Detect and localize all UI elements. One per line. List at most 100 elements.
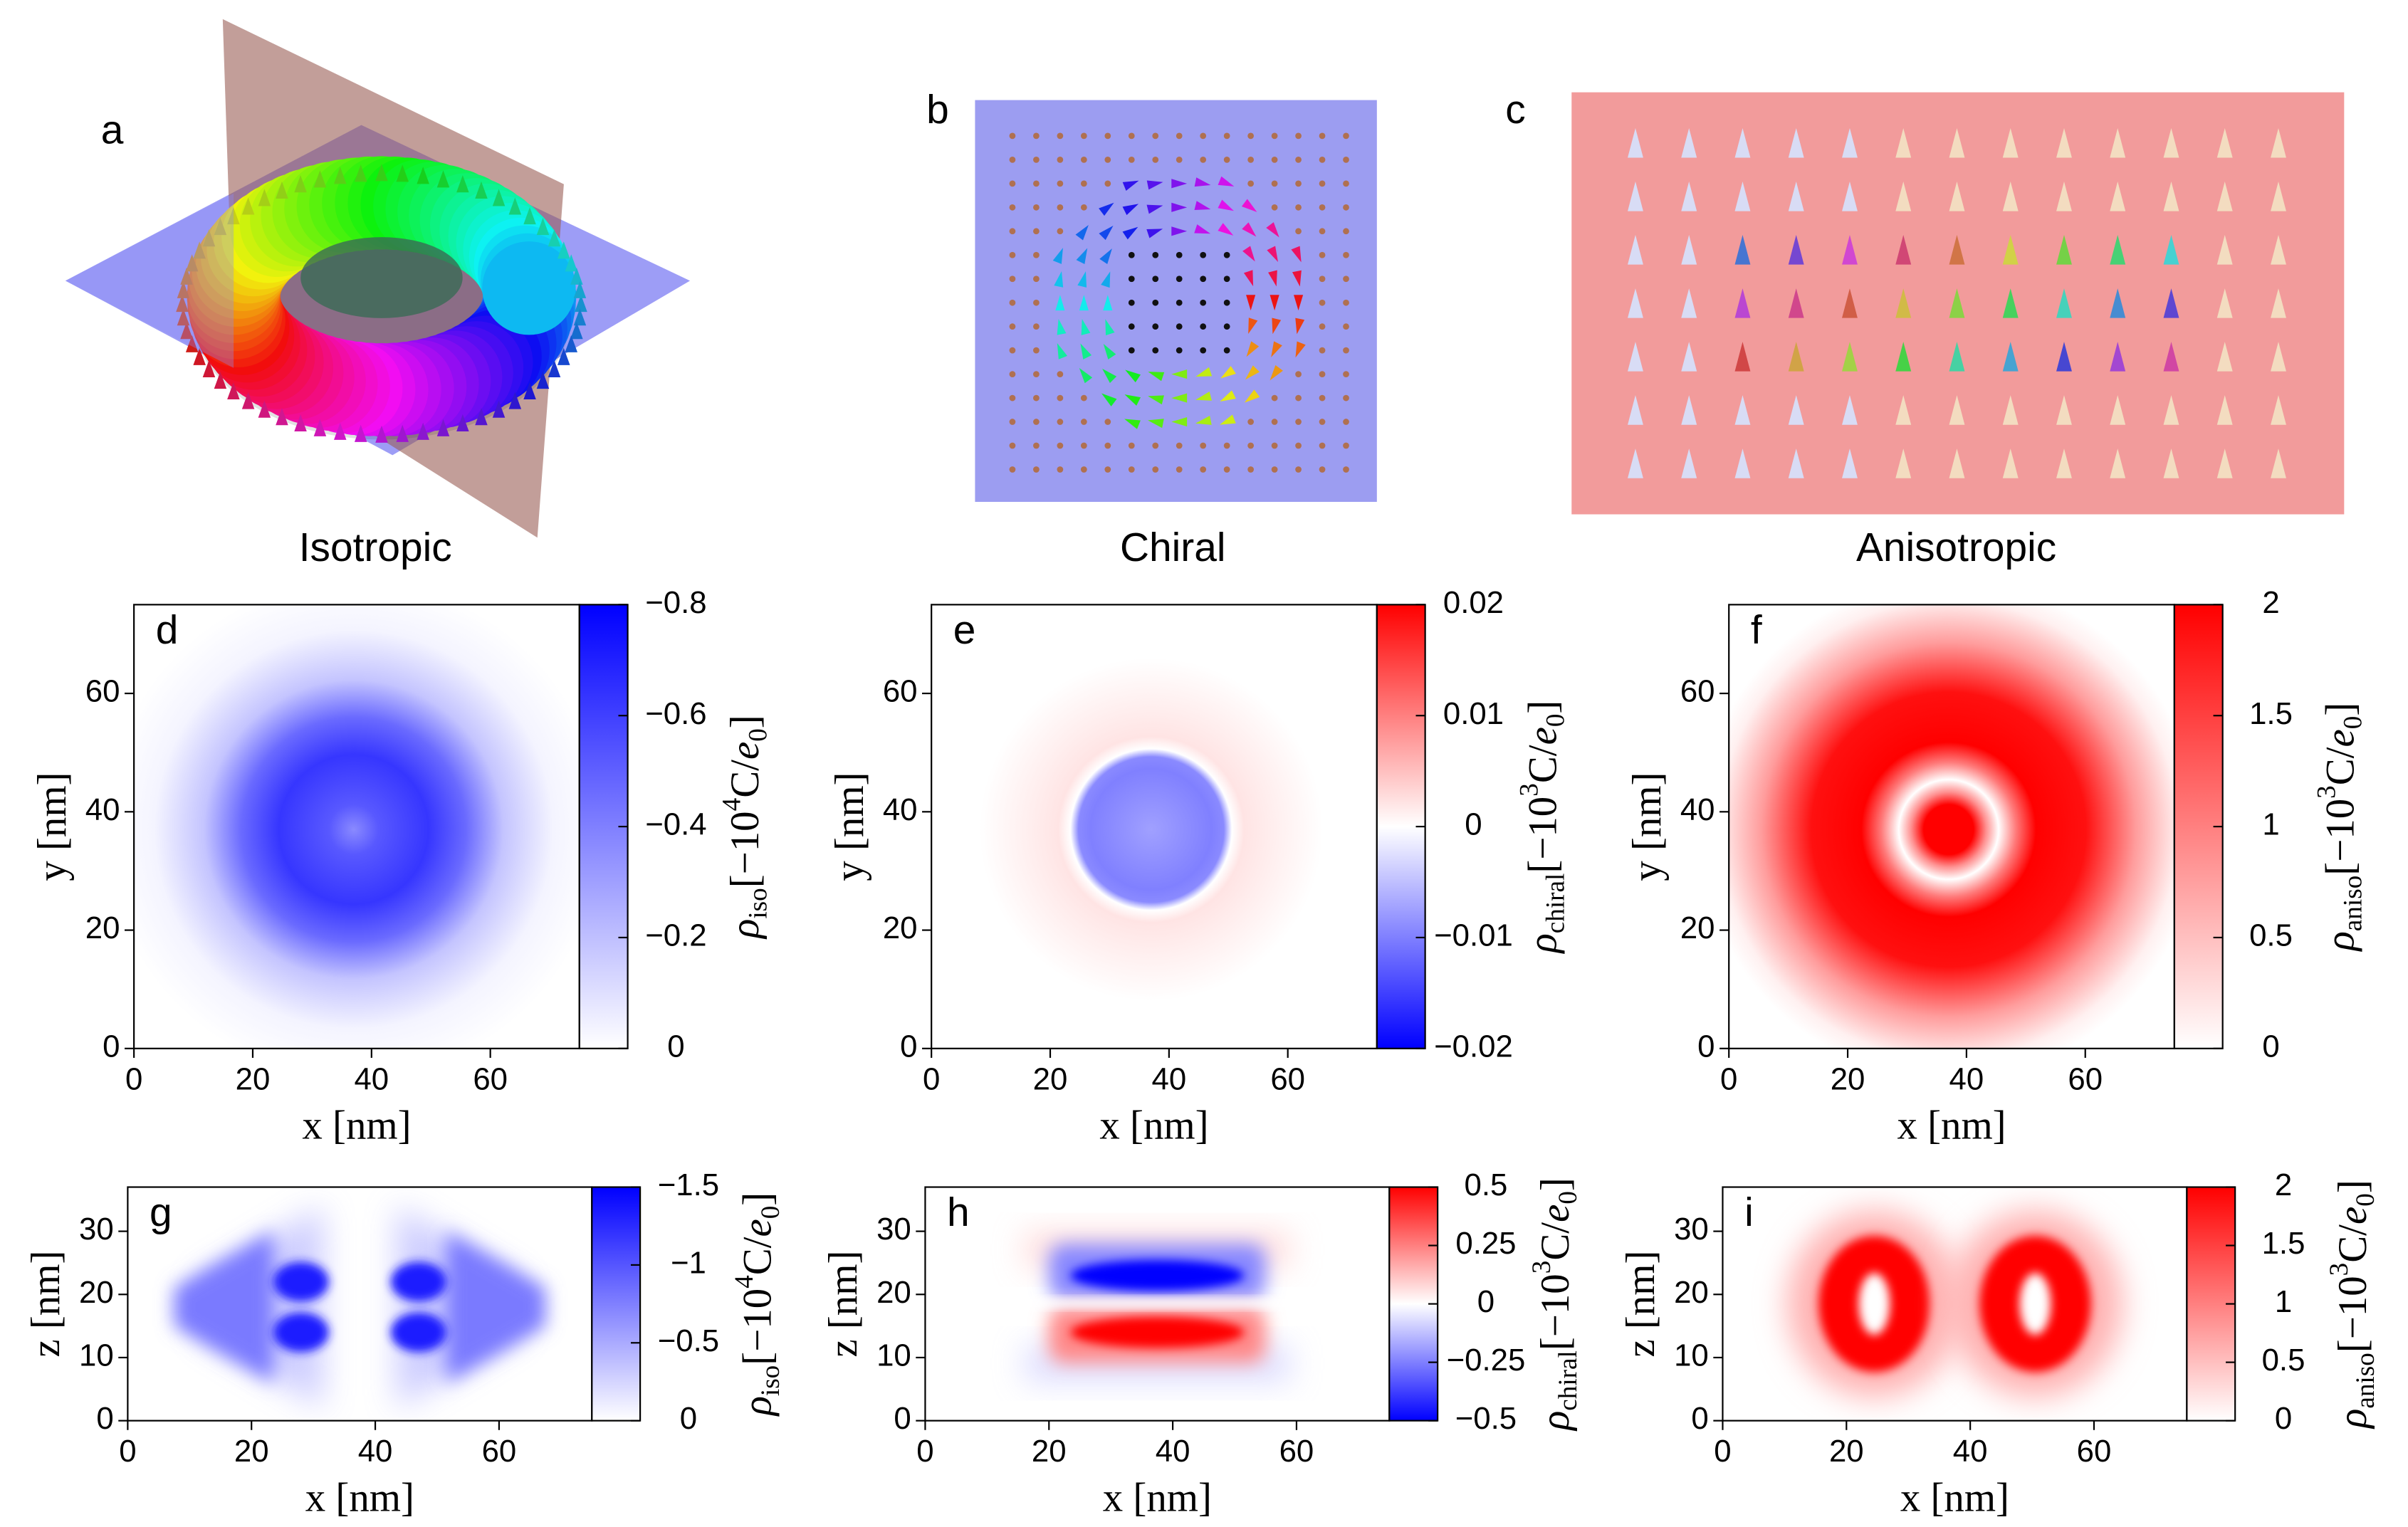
spin [1080,204,1087,211]
spin [1195,415,1212,425]
cone [333,422,347,440]
spin [1033,347,1040,354]
cone [1628,235,1643,265]
y-tick-label: 20 [1674,1275,1709,1310]
spin [1294,295,1304,311]
x-tick-label: 20 [1831,1061,1865,1096]
colorbar-tick-label: 0.5 [2262,1343,2305,1378]
cone [2216,288,2233,318]
spin [1076,248,1088,264]
y-tick-label: 40 [1680,792,1715,827]
cone [1842,448,1858,478]
cone [1788,395,1804,425]
cone [523,382,536,400]
cone [354,164,367,182]
colorbar-tick-label: −0.5 [1455,1401,1517,1436]
cone [2271,448,2286,478]
spin [1104,132,1111,140]
cone [1628,342,1643,372]
y-axis-label: z [nm] [821,1251,866,1358]
colorbar-label-part: e [2318,729,2362,747]
colorbar-label-part: ] [723,715,768,728]
cone [2216,395,2233,425]
panel-caption: Isotropic [299,525,452,570]
spin [1343,299,1349,306]
spin [1220,390,1236,402]
spin [1247,419,1255,425]
colorbar-label-part: ρ [1520,933,1565,954]
cone [2002,235,2019,265]
cone [396,164,409,182]
spin [1220,366,1236,379]
spin [1128,251,1135,258]
cone [193,347,206,365]
x-axis-label: x [nm] [1103,1475,1212,1520]
spin [1033,442,1040,449]
cone [1734,395,1751,425]
colorbar-tick-label: 0 [2262,1029,2279,1064]
cone [2163,127,2179,158]
colorbar-label-part: ] [1520,700,1565,714]
spin [1057,394,1064,402]
spin [1268,270,1277,287]
spin [1152,466,1159,473]
colorbar-label: ρaniso[−103C/e0] [2312,703,2367,953]
x-axis-label: x [nm] [302,1103,411,1148]
spin [1080,180,1087,187]
spin [1080,419,1087,425]
cone [227,207,240,225]
spin [1009,323,1016,330]
spin [1125,369,1141,383]
panel-a-image [65,19,691,538]
spin [1218,176,1235,187]
x-tick-label: 60 [2077,1434,2112,1469]
spin [1295,228,1302,235]
x-tick-label: 0 [1714,1434,1731,1469]
cone [2163,235,2179,265]
x-axis-label: x [nm] [305,1475,414,1520]
cone [2163,288,2179,318]
spin [1343,394,1349,402]
y-tick-label: 60 [1680,674,1715,709]
y-tick-label: 0 [900,1029,917,1064]
cone [2216,448,2233,478]
colorbar-label-part: C/ [723,760,768,798]
x-tick-label: 60 [473,1061,508,1096]
panel-label: d [156,608,179,653]
y-tick-label: 10 [79,1338,114,1373]
density-field [390,1261,447,1302]
cone [1895,448,1912,478]
spin [1105,319,1115,336]
cone [2216,342,2233,372]
panel-label: h [947,1190,970,1235]
spin [1080,466,1087,473]
cone [1842,288,1858,318]
cone [475,181,488,199]
colorbar-label-part: 4 [717,798,746,812]
spin [1128,323,1135,330]
colorbar-label-part: [−10 [1533,1274,1578,1350]
spin [1080,156,1087,163]
spin [1194,201,1211,211]
spin [1009,251,1016,258]
y-tick-label: 40 [883,792,918,827]
colorbar-label-part: ] [2318,703,2362,716]
density-field [134,604,580,1049]
x-tick-label: 0 [916,1434,933,1469]
spin [1343,442,1349,449]
colorbar-tick-label: 0.25 [1455,1226,1516,1261]
y-tick-label: 0 [103,1029,120,1064]
cone [1628,127,1643,158]
spin [1223,347,1230,354]
colorbar [591,1186,642,1422]
cone [176,295,189,313]
cone [2271,235,2286,265]
cone [1842,395,1858,425]
panel-label: i [1744,1190,1754,1235]
density-field [1070,1316,1245,1348]
spin [1122,226,1138,240]
colorbar-tick-label: 0.5 [1465,1167,1508,1202]
spin [1343,251,1349,258]
x-axis-label: x [nm] [1897,1103,2006,1148]
